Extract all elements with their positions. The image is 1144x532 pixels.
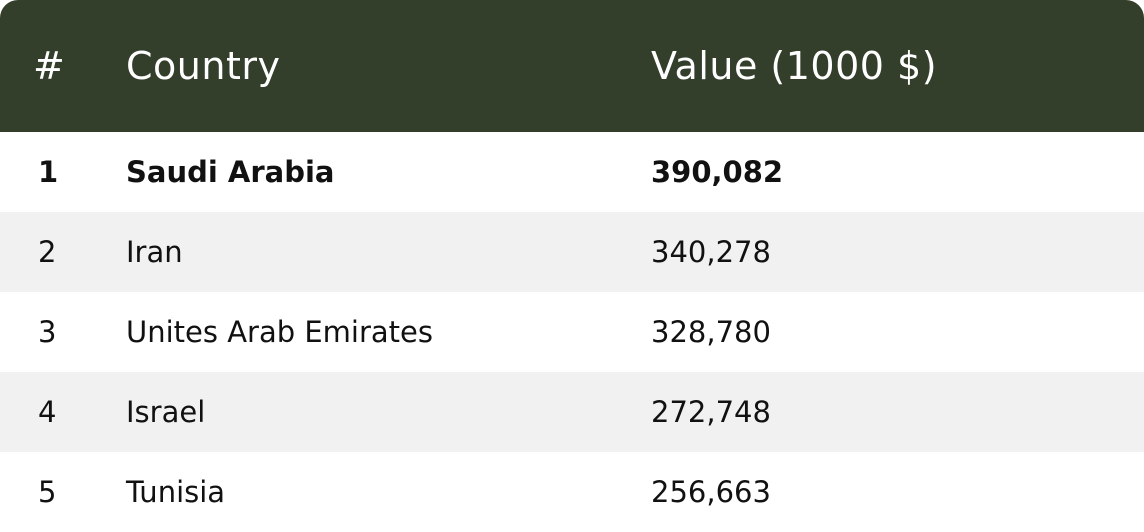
- table-row: 2 Iran 340,278: [0, 212, 1144, 292]
- column-header-country: Country: [126, 44, 281, 88]
- column-header-value: Value (1000 $): [651, 44, 938, 88]
- table-row: 5 Tunisia 256,663: [0, 452, 1144, 532]
- table-row: 1 Saudi Arabia 390,082: [0, 132, 1144, 212]
- rank-cell: 4: [38, 395, 57, 429]
- table-row: 4 Israel 272,748: [0, 372, 1144, 452]
- table-header: # Country Value (1000 $): [0, 0, 1144, 132]
- table-row: 3 Unites Arab Emirates 328,780: [0, 292, 1144, 372]
- value-cell: 340,278: [651, 235, 771, 269]
- country-cell: Saudi Arabia: [126, 155, 335, 189]
- country-cell: Israel: [126, 395, 206, 429]
- value-cell: 256,663: [651, 475, 771, 509]
- column-header-rank: #: [33, 44, 66, 88]
- rank-cell: 3: [38, 315, 57, 349]
- rank-cell: 1: [38, 155, 59, 189]
- country-cell: Iran: [126, 235, 183, 269]
- value-cell: 328,780: [651, 315, 771, 349]
- rank-cell: 5: [38, 475, 57, 509]
- rank-cell: 2: [38, 235, 57, 269]
- value-cell: 390,082: [651, 155, 784, 189]
- value-cell: 272,748: [651, 395, 771, 429]
- country-cell: Unites Arab Emirates: [126, 315, 434, 349]
- country-cell: Tunisia: [126, 475, 226, 509]
